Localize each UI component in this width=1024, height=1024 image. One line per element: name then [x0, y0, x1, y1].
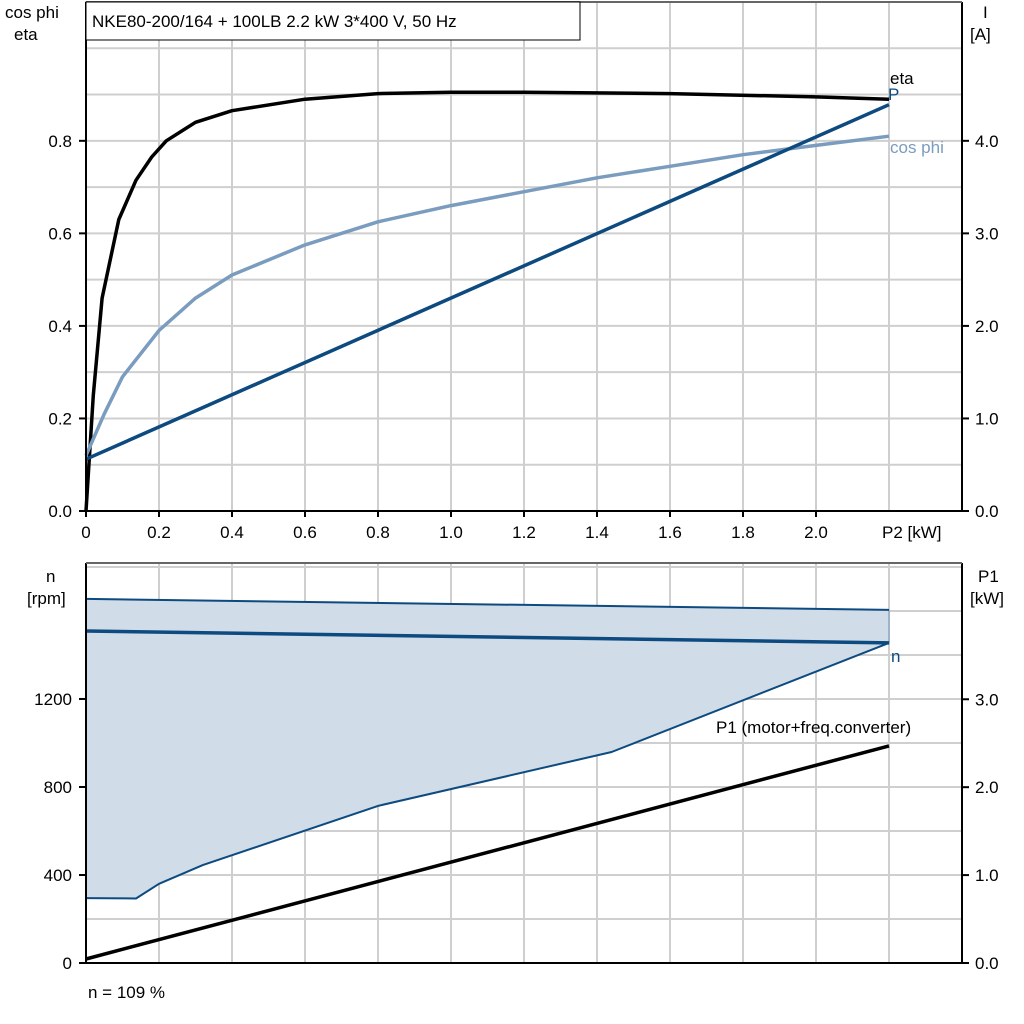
series-line-n-2 [85, 641, 890, 900]
y-right-tick-label: 3.0 [975, 224, 999, 243]
y2-right-tick-label: 1.0 [975, 866, 999, 885]
title-box [85, 1, 581, 41]
y2-right-label-p1: P1 [978, 567, 999, 586]
series-label-n: n [891, 647, 900, 666]
y-left-tick-label: 0.4 [48, 317, 72, 336]
series-label-eta: eta [890, 69, 914, 88]
y-left-tick-label: 0.6 [48, 224, 72, 243]
y2-right-tick-label: 3.0 [975, 690, 999, 709]
y2-left-label-n: n [46, 567, 55, 586]
x-tick-label: 1.4 [585, 523, 609, 542]
series-line-eta-0 [84, 90, 890, 512]
x-axis-label: P2 [kW] [882, 523, 942, 542]
series-label-p1: P1 (motor+freq.converter) [716, 718, 911, 737]
y-right-tick-label: 0.0 [975, 502, 999, 521]
series-line-p1-3 [85, 744, 890, 961]
x-tick-label: 1.2 [512, 523, 536, 542]
y-left-label-cosphi: cos phi [5, 3, 59, 22]
y-left-tick-label: 0.8 [48, 132, 72, 151]
y2-right-label-unit: [kW] [970, 589, 1004, 608]
y2-left-label-unit: [rpm] [27, 589, 66, 608]
bottom-series [85, 597, 890, 961]
speed-range-area [86, 598, 889, 899]
y-left-tick-label: 0.0 [48, 502, 72, 521]
chart-title: NKE80-200/164 + 100LB 2.2 kW 3*400 V, 50… [92, 12, 457, 31]
footnote: n = 109 % [88, 983, 165, 1002]
series-line-n-1 [85, 629, 890, 645]
y-right-label-unit: [A] [970, 25, 991, 44]
y-right-label-i: I [983, 3, 988, 22]
x-tick-label: 0 [81, 523, 90, 542]
top-grid [86, 2, 962, 511]
y2-left-tick-label: 400 [44, 866, 72, 885]
x-tick-label: 2.0 [804, 523, 828, 542]
y-right-tick-label: 1.0 [975, 409, 999, 428]
top-series [84, 90, 890, 512]
y2-right-tick-label: 0.0 [975, 954, 999, 973]
x-tick-label: 0.8 [366, 523, 390, 542]
x-tick-label: 0.2 [147, 523, 171, 542]
y2-left-tick-label: 800 [44, 778, 72, 797]
y2-left-tick-label: 0 [63, 954, 72, 973]
y-right-tick-label: 4.0 [975, 132, 999, 151]
bottom-area [86, 598, 890, 899]
x-tick-label: 1.8 [731, 523, 755, 542]
series-label-p: P [888, 85, 899, 104]
x-tick-label: 0.4 [220, 523, 244, 542]
x-tick-label: 0.6 [293, 523, 317, 542]
x-tick-label: 1.0 [439, 523, 463, 542]
y-right-tick-label: 2.0 [975, 317, 999, 336]
series-label-cosphi: cos phi [890, 138, 944, 157]
y2-right-tick-label: 2.0 [975, 778, 999, 797]
y-left-label-eta: eta [14, 25, 38, 44]
series-line-cos-1 [84, 134, 890, 457]
x-tick-label: 1.6 [658, 523, 682, 542]
series-line-i-2 [85, 103, 890, 461]
y-left-tick-label: 0.2 [48, 409, 72, 428]
y2-left-tick-label: 1200 [34, 690, 72, 709]
series-line-n-0 [85, 597, 890, 611]
